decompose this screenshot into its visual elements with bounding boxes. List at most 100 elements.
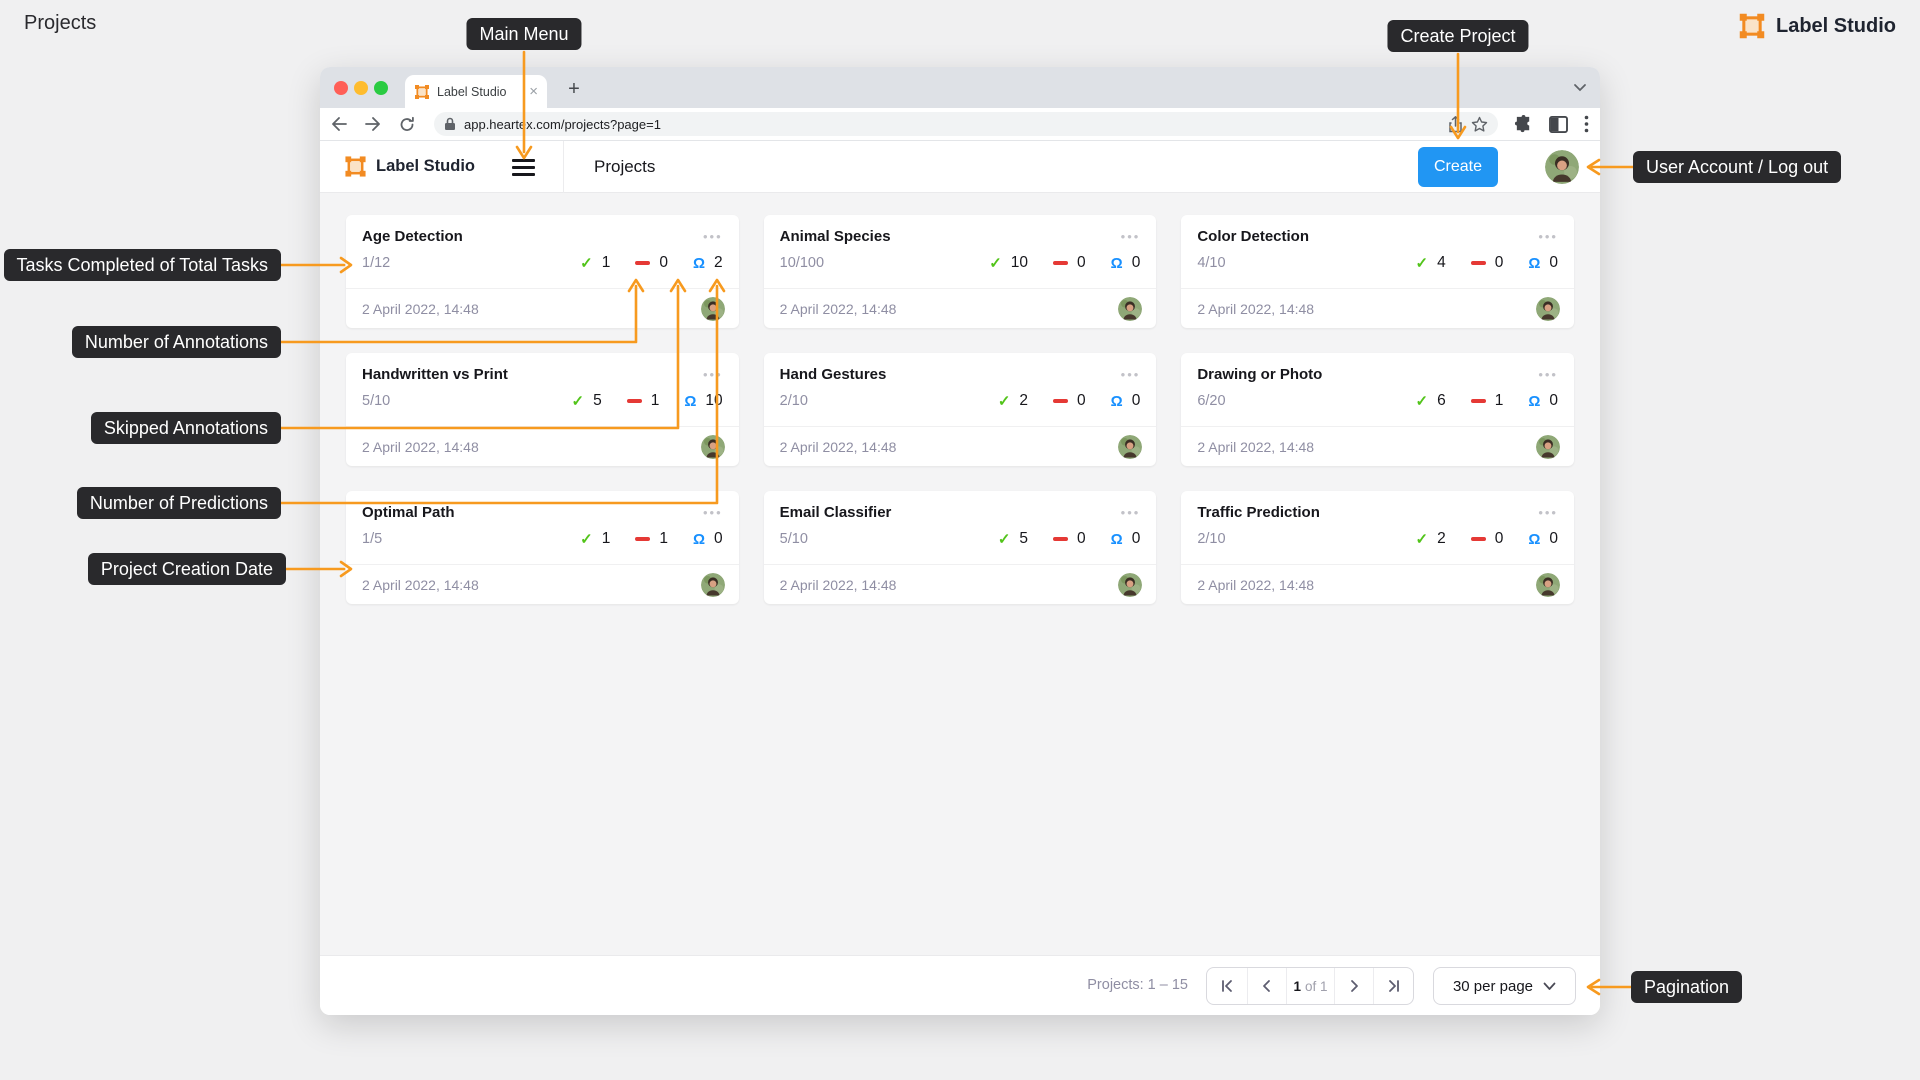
per-page-value: 30 per page <box>1452 977 1534 995</box>
user-avatar[interactable] <box>1545 150 1579 184</box>
browser-tab[interactable]: Label Studio × <box>405 75 547 108</box>
per-page-dropdown[interactable]: 30 per page <box>1433 967 1576 1005</box>
callout-tasks-completed: Tasks Completed of Total Tasks <box>3 249 281 281</box>
project-title: Traffic Prediction <box>1197 504 1320 521</box>
share-icon[interactable] <box>1448 115 1463 133</box>
creation-date: 2 April 2022, 14:48 <box>362 438 479 455</box>
creation-date: 2 April 2022, 14:48 <box>1197 300 1315 317</box>
next-page-icon <box>1351 980 1358 992</box>
callout-user-account: User Account / Log out <box>1633 151 1842 183</box>
creation-date: 2 April 2022, 14:48 <box>1197 576 1315 593</box>
callout-pagination: Pagination <box>1631 971 1743 1003</box>
url-bar[interactable]: app.heartex.com/projects?page=1 <box>434 112 1498 136</box>
traffic-light-close[interactable] <box>334 81 348 95</box>
owner-avatar <box>1118 434 1143 459</box>
annotations-count: 2 <box>1019 392 1029 409</box>
page-title: Projects <box>24 12 97 34</box>
predictions-icon: Ω <box>693 254 706 272</box>
app-logo-icon[interactable] <box>344 155 367 178</box>
predictions-count: 0 <box>1549 392 1558 409</box>
skipped-count: 0 <box>1494 530 1504 547</box>
callout-skipped-annotations: Skipped Annotations <box>90 412 281 444</box>
callout-create-project: Create Project <box>1387 20 1529 52</box>
annotations-check-icon: ✓ <box>580 255 593 272</box>
create-project-button[interactable]: Create <box>1418 147 1498 187</box>
predictions-count: 10 <box>705 392 723 409</box>
skipped-count: 0 <box>1494 254 1504 271</box>
previous-page-button[interactable] <box>1246 968 1287 1004</box>
project-title: Animal Species <box>779 228 891 245</box>
label-studio-logo-icon <box>1738 12 1766 40</box>
bookmark-star-icon[interactable] <box>1471 116 1488 133</box>
favicon-label-studio-icon <box>414 83 430 100</box>
projects-grid: Age Detection ••• 1/12 ✓ 1 0 Ω 2 2 April 2022… <box>346 215 1574 604</box>
skipped-minus-icon <box>1470 261 1486 265</box>
reload-icon[interactable] <box>392 116 422 133</box>
project-card[interactable]: Email Classifier ••• 5/10 ✓ 5 0 Ω 0 2 April 2… <box>763 491 1157 604</box>
project-card[interactable]: Drawing or Photo ••• 6/20 ✓ 6 1 Ω 0 2 April 2… <box>1181 353 1574 466</box>
project-card[interactable]: Optimal Path ••• 1/5 ✓ 1 1 Ω 0 2 April 2022, … <box>346 491 739 604</box>
project-title: Optimal Path <box>362 504 455 521</box>
annotations-check-icon: ✓ <box>1415 531 1429 548</box>
annotations-count: 6 <box>1437 392 1446 409</box>
card-kebab-menu[interactable]: ••• <box>1538 228 1558 244</box>
card-kebab-menu[interactable]: ••• <box>703 228 723 244</box>
first-page-button[interactable] <box>1207 968 1247 1004</box>
skipped-count: 0 <box>1077 254 1086 271</box>
skipped-minus-icon <box>1053 537 1069 541</box>
tasks-progress: 5/10 <box>779 531 808 547</box>
annotations-count: 5 <box>593 392 602 409</box>
next-page-button[interactable] <box>1333 968 1374 1004</box>
card-kebab-menu[interactable]: ••• <box>1538 504 1558 520</box>
predictions-count: 0 <box>1131 254 1141 271</box>
project-card[interactable]: Color Detection ••• 4/10 ✓ 4 0 Ω 0 2 April 20… <box>1181 215 1574 328</box>
toolbar-right-icons <box>1514 114 1589 134</box>
project-card[interactable]: Traffic Prediction ••• 2/10 ✓ 2 0 Ω 0 2 April… <box>1181 491 1574 604</box>
creation-date: 2 April 2022, 14:48 <box>362 300 479 317</box>
card-kebab-menu[interactable]: ••• <box>1120 366 1141 382</box>
last-page-button[interactable] <box>1373 968 1413 1004</box>
skipped-count: 1 <box>1494 392 1504 409</box>
main-menu-hamburger-icon[interactable] <box>512 159 535 176</box>
predictions-icon: Ω <box>684 392 697 410</box>
forward-icon[interactable] <box>358 116 388 132</box>
creation-date: 2 April 2022, 14:48 <box>779 300 897 317</box>
side-panel-icon[interactable] <box>1549 115 1568 133</box>
owner-avatar <box>700 572 725 597</box>
card-kebab-menu[interactable]: ••• <box>703 504 723 520</box>
owner-avatar <box>1118 296 1143 321</box>
project-card[interactable]: Hand Gestures ••• 2/10 ✓ 2 0 Ω 0 2 April 2022… <box>763 353 1157 466</box>
tasks-progress: 1/5 <box>362 531 383 547</box>
tab-search-chevron-icon[interactable] <box>1572 77 1588 97</box>
project-card[interactable]: Handwritten vs Print ••• 5/10 ✓ 5 1 Ω 10 2 Ap… <box>346 353 739 466</box>
traffic-light-zoom[interactable] <box>374 81 388 95</box>
browser-window: Label Studio × + <box>320 67 1600 1015</box>
card-kebab-menu[interactable]: ••• <box>1120 228 1141 244</box>
predictions-count: 0 <box>1549 530 1558 547</box>
project-title: Hand Gestures <box>779 366 887 383</box>
lock-icon <box>445 117 455 130</box>
callout-project-creation-date: Project Creation Date <box>87 553 286 585</box>
tab-close-icon[interactable]: × <box>529 83 538 100</box>
page-total: of 1 <box>1305 978 1328 994</box>
callout-number-of-annotations: Number of Annotations <box>71 326 281 358</box>
kebab-menu-icon[interactable] <box>1584 115 1589 133</box>
back-icon[interactable] <box>324 116 354 132</box>
card-kebab-menu[interactable]: ••• <box>1538 366 1558 382</box>
url-text: app.heartex.com/projects?page=1 <box>464 116 661 132</box>
project-title: Drawing or Photo <box>1197 366 1323 383</box>
new-tab-button[interactable]: + <box>568 78 580 100</box>
app-brand[interactable]: Label Studio <box>376 157 475 175</box>
project-card[interactable]: Age Detection ••• 1/12 ✓ 1 0 Ω 2 2 April 2022… <box>346 215 739 328</box>
extensions-puzzle-icon[interactable] <box>1514 114 1533 134</box>
brand-lockup: Label Studio <box>1738 12 1896 40</box>
pagination-control: 1 of 1 <box>1206 967 1414 1005</box>
skipped-minus-icon <box>635 537 651 541</box>
card-kebab-menu[interactable]: ••• <box>1120 504 1141 520</box>
owner-avatar <box>1535 434 1560 459</box>
owner-avatar <box>1535 572 1560 597</box>
tasks-progress: 2/10 <box>779 393 808 409</box>
traffic-light-minimize[interactable] <box>354 81 368 95</box>
card-kebab-menu[interactable]: ••• <box>703 366 723 382</box>
project-card[interactable]: Animal Species ••• 10/100 ✓ 10 0 Ω 0 2 April … <box>763 215 1157 328</box>
